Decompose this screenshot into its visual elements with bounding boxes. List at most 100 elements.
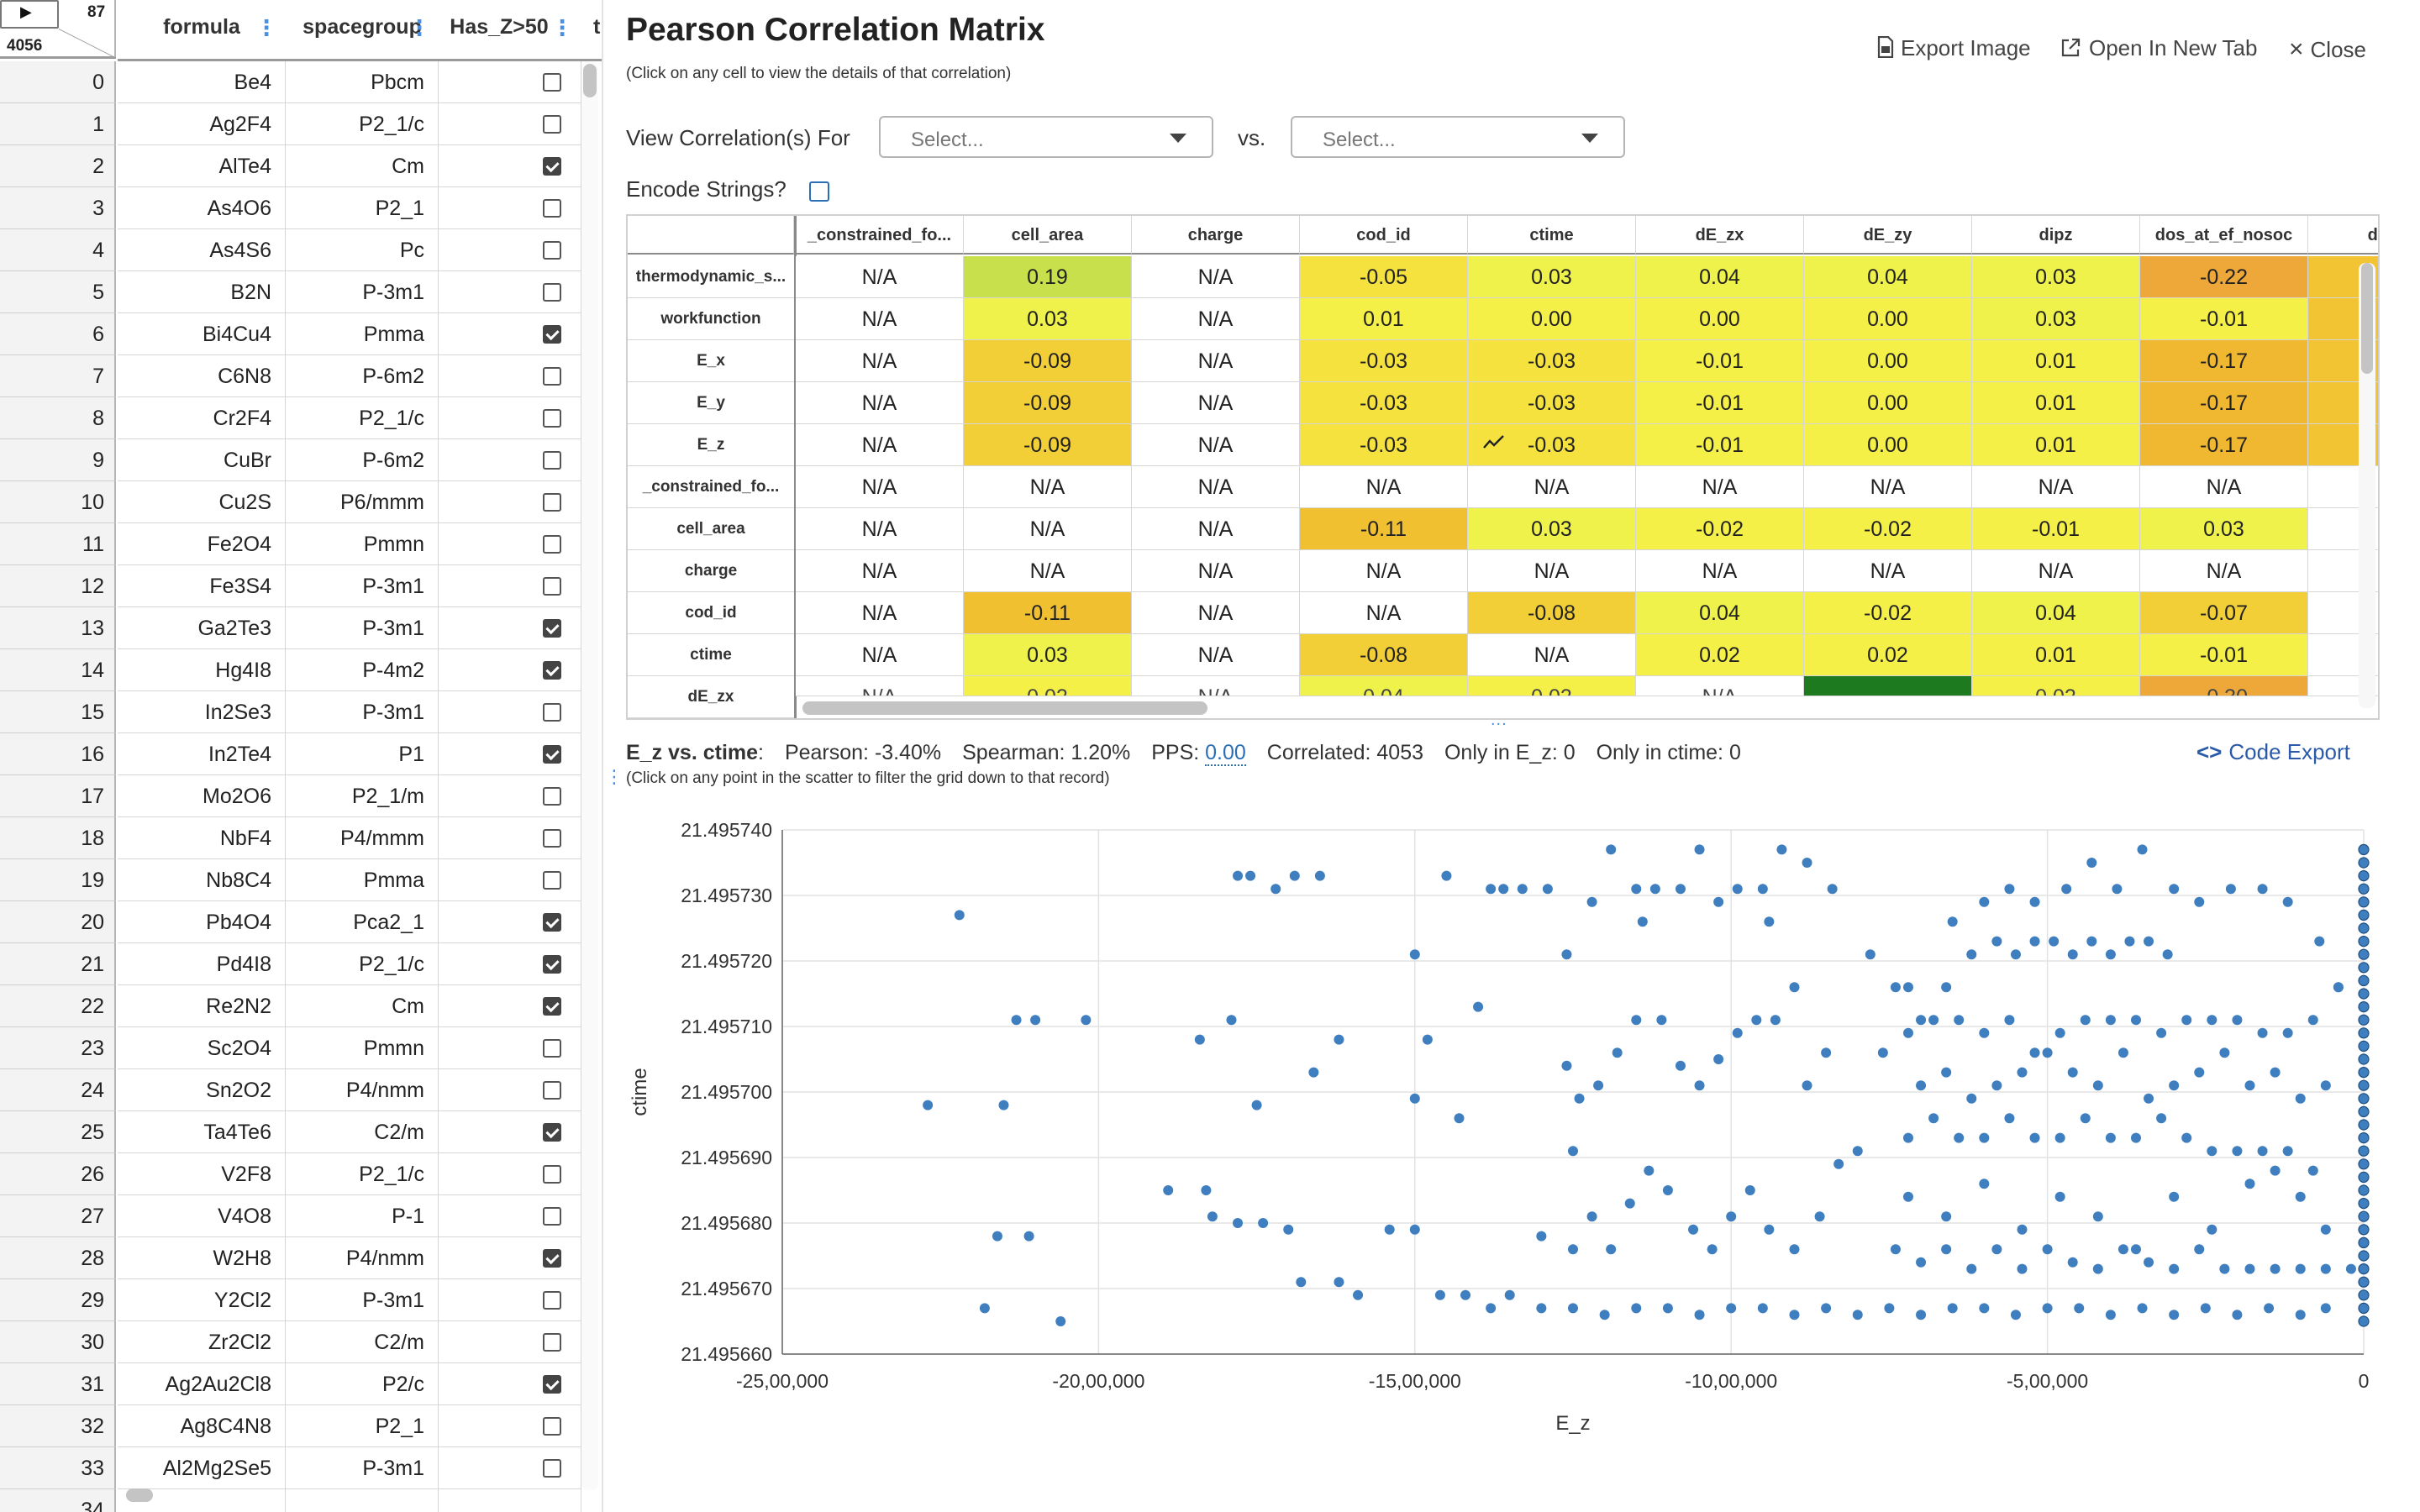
- scatter-point[interactable]: [2004, 1113, 2015, 1124]
- scatter-point[interactable]: [2054, 1027, 2065, 1038]
- matrix-column-header[interactable]: cell_area: [964, 216, 1132, 255]
- cell-has-z[interactable]: [439, 901, 581, 943]
- scatter-point[interactable]: [2358, 843, 2370, 856]
- matrix-cell[interactable]: N/A: [796, 550, 964, 592]
- scatter-point[interactable]: [1954, 1132, 1965, 1143]
- cell-has-z[interactable]: [439, 187, 581, 229]
- column-select-1[interactable]: Select...: [879, 116, 1213, 158]
- scatter-point[interactable]: [1498, 884, 1509, 895]
- matrix-cell[interactable]: 0.04: [1636, 256, 1804, 298]
- cell-has-z[interactable]: [439, 1405, 581, 1447]
- cell-formula[interactable]: Fe3S4: [118, 565, 286, 607]
- scatter-point[interactable]: [2358, 1040, 2370, 1052]
- cell-spacegroup[interactable]: P2_1: [286, 1405, 439, 1447]
- scatter-point[interactable]: [2320, 1303, 2331, 1314]
- scatter-plot[interactable]: 21.495660 21.495670 21.495680 21.495690 21.4…: [626, 806, 2391, 1445]
- matrix-column-header[interactable]: ctime: [1468, 216, 1636, 255]
- matrix-cell[interactable]: -0.17: [2140, 340, 2308, 382]
- matrix-cell[interactable]: N/A: [2140, 550, 2308, 592]
- scatter-point[interactable]: [2244, 1179, 2255, 1189]
- cell-spacegroup[interactable]: P2_1/c: [286, 1153, 439, 1195]
- scatter-point[interactable]: [2042, 1303, 2053, 1314]
- matrix-cell[interactable]: N/A: [796, 298, 964, 340]
- scatter-point[interactable]: [1568, 1244, 1578, 1255]
- matrix-cell[interactable]: N/A: [1300, 550, 1468, 592]
- scatter-point[interactable]: [2320, 1224, 2331, 1235]
- scatter-point[interactable]: [2358, 883, 2370, 895]
- unchecked-checkbox[interactable]: [543, 1459, 561, 1478]
- grid-corner[interactable]: ▶ 87 4056: [0, 0, 116, 59]
- matrix-cell[interactable]: 0.02: [964, 676, 1132, 696]
- scatter-point[interactable]: [2219, 1047, 2230, 1058]
- scatter-point[interactable]: [1517, 884, 1528, 895]
- scatter-point[interactable]: [1902, 982, 1913, 993]
- scatter-point[interactable]: [2358, 922, 2370, 934]
- matrix-cell[interactable]: 0.01: [1972, 340, 2140, 382]
- scatter-point[interactable]: [992, 1231, 1002, 1242]
- scatter-point[interactable]: [1979, 1132, 1990, 1143]
- scatter-point[interactable]: [2232, 1310, 2243, 1320]
- matrix-cell[interactable]: -0.01: [1636, 340, 1804, 382]
- matrix-cell[interactable]: -0.08: [1300, 634, 1468, 676]
- matrix-column-header[interactable]: _constrained_fo...: [796, 216, 964, 255]
- scatter-point[interactable]: [2105, 949, 2116, 960]
- scatter-point[interactable]: [2029, 896, 2040, 907]
- scatter-point[interactable]: [1928, 1113, 1939, 1124]
- cell-has-z[interactable]: [439, 1321, 581, 1363]
- matrix-cell[interactable]: -0.03: [1300, 382, 1468, 424]
- scatter-point[interactable]: [2169, 1191, 2180, 1202]
- scatter-point[interactable]: [2358, 1302, 2370, 1315]
- scatter-point[interactable]: [2207, 1015, 2217, 1026]
- cell-has-z[interactable]: [439, 1069, 581, 1111]
- unchecked-checkbox[interactable]: [543, 1291, 561, 1310]
- scatter-point[interactable]: [2054, 1132, 2065, 1143]
- scatter-point[interactable]: [2004, 884, 2015, 895]
- cell-has-z[interactable]: [439, 733, 581, 775]
- cell-spacegroup[interactable]: P-6m2: [286, 439, 439, 481]
- scatter-point[interactable]: [1954, 1015, 1965, 1026]
- matrix-cell[interactable]: 0.90: [1804, 676, 1972, 696]
- scatter-point[interactable]: [1744, 1185, 1755, 1195]
- matrix-cell[interactable]: -0.07: [2140, 592, 2308, 634]
- grid-scroll-thumb[interactable]: [583, 64, 597, 97]
- scatter-point[interactable]: [2358, 909, 2370, 921]
- scatter-point[interactable]: [2042, 1244, 2053, 1255]
- scatter-point[interactable]: [1568, 1146, 1578, 1157]
- scatter-point[interactable]: [2295, 1263, 2306, 1274]
- scatter-point[interactable]: [1865, 949, 1876, 960]
- matrix-cell[interactable]: -0.01: [1636, 382, 1804, 424]
- cell-formula[interactable]: CuBr: [118, 439, 286, 481]
- checked-checkbox[interactable]: [543, 325, 561, 344]
- encode-strings-checkbox[interactable]: [809, 181, 829, 202]
- grid-vertical-scrollbar[interactable]: [581, 62, 598, 1490]
- export-image-button[interactable]: Export Image: [1877, 35, 2031, 61]
- scatter-point[interactable]: [1163, 1185, 1174, 1195]
- matrix-cell[interactable]: N/A: [1300, 466, 1468, 508]
- scatter-point[interactable]: [2358, 974, 2370, 986]
- matrix-cell[interactable]: 0.03: [2140, 508, 2308, 550]
- cell-spacegroup[interactable]: Pmma: [286, 313, 439, 355]
- scatter-point[interactable]: [2130, 1244, 2141, 1255]
- matrix-cell[interactable]: N/A: [1468, 634, 1636, 676]
- matrix-cell[interactable]: 0.01: [1300, 298, 1468, 340]
- unchecked-checkbox[interactable]: [543, 493, 561, 512]
- scatter-point[interactable]: [2358, 1001, 2370, 1013]
- matrix-cell[interactable]: N/A: [1804, 550, 1972, 592]
- scatter-point[interactable]: [1194, 1034, 1205, 1045]
- matrix-cell[interactable]: N/A: [796, 466, 964, 508]
- column-header-next[interactable]: t: [581, 0, 602, 61]
- cell-has-z[interactable]: [439, 229, 581, 271]
- scatter-point[interactable]: [2169, 1080, 2180, 1091]
- matrix-row-header[interactable]: cod_id: [628, 592, 794, 634]
- matrix-cell[interactable]: 0.01: [1972, 382, 2140, 424]
- scatter-point[interactable]: [2358, 1079, 2370, 1091]
- scatter-point[interactable]: [2194, 1067, 2205, 1078]
- scatter-point[interactable]: [1757, 884, 1768, 895]
- checked-checkbox[interactable]: [543, 157, 561, 176]
- scatter-point[interactable]: [2358, 1263, 2370, 1275]
- scatter-point[interactable]: [2244, 1080, 2255, 1091]
- scatter-point[interactable]: [2086, 858, 2097, 868]
- scatter-point[interactable]: [2358, 1067, 2370, 1079]
- cell-has-z[interactable]: [439, 355, 581, 397]
- scatter-point[interactable]: [2232, 1146, 2243, 1157]
